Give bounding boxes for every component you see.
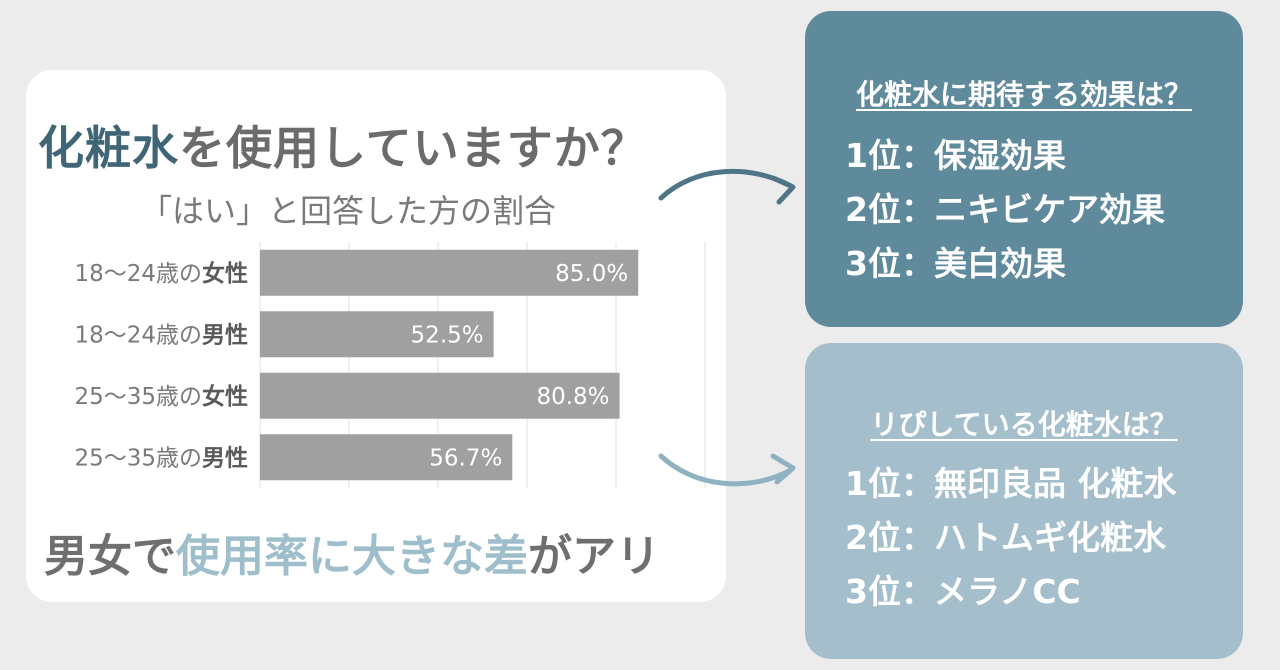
bar-value-label: 56.7% [429, 445, 502, 471]
effects-item: 1位：保湿効果 [845, 136, 1066, 175]
category-label: 18〜24歳の男性 [74, 322, 248, 348]
category-age-label: 18〜24歳の [74, 261, 202, 287]
chart-conclusion: 男女で使用率に大きな差がアリ [44, 520, 660, 584]
arrow-to-effects-icon [658, 168, 796, 205]
bar [260, 249, 639, 296]
bar-chart: 85.0%18〜24歳の女性52.5%18〜24歳の男性80.8%25〜35歳の… [74, 242, 706, 488]
chart-title: 化粧水を使用していますか？ [38, 112, 648, 178]
category-gender-label: 男性 [202, 322, 248, 348]
category-label: 25〜35歳の男性 [74, 445, 248, 471]
category-age-label: 18〜24歳の [74, 322, 202, 348]
category-age-label: 25〜35歳の [74, 445, 202, 471]
arrow-to-repeat-icon [658, 453, 796, 487]
repeat-box-title: リぴしている化粧水は？ [870, 408, 1178, 441]
category-age-label: 25〜35歳の [74, 384, 202, 410]
bar-value-label: 85.0% [555, 261, 628, 287]
category-gender-label: 女性 [202, 260, 248, 287]
bar [260, 372, 620, 419]
effects-item: 3位：美白効果 [845, 244, 1066, 283]
conclusion-part2: がアリ [528, 531, 660, 582]
repeat-item: 2位：ハトムギ化粧水 [845, 518, 1166, 557]
category-gender-label: 女性 [202, 383, 248, 410]
repeat-item: 1位：無印良品 化粧水 [845, 464, 1177, 503]
repeat-list: 1位：無印良品 化粧水 2位：ハトムギ化粧水 3位：メラノCC [845, 457, 1176, 619]
bar [260, 434, 513, 481]
effects-box: 化粧水に期待する効果は？ 1位：保湿効果 2位：ニキビケア効果 3位：美白効果 [805, 11, 1243, 327]
title-rest: を使用していますか？ [179, 121, 648, 175]
title-accent: 化粧水 [38, 121, 179, 175]
chart-subtitle: 「はい」と回答した方の割合 [140, 192, 557, 230]
effects-list: 1位：保湿効果 2位：ニキビケア効果 3位：美白効果 [845, 129, 1165, 291]
repeat-box: リぴしている化粧水は？ 1位：無印良品 化粧水 2位：ハトムギ化粧水 3位：メラ… [805, 343, 1243, 659]
effects-box-title: 化粧水に期待する効果は？ [855, 78, 1192, 111]
bar [260, 311, 494, 358]
bar-value-label: 80.8% [536, 384, 609, 410]
category-label: 18〜24歳の女性 [74, 260, 248, 287]
conclusion-accent: 使用率に大きな差 [176, 531, 528, 582]
repeat-item: 3位：メラノCC [845, 572, 1081, 611]
conclusion-part1: 男女で [44, 531, 176, 582]
category-label: 25〜35歳の女性 [74, 383, 248, 410]
bar-value-label: 52.5% [411, 322, 484, 348]
effects-item: 2位：ニキビケア効果 [845, 190, 1165, 229]
category-gender-label: 男性 [202, 445, 248, 471]
